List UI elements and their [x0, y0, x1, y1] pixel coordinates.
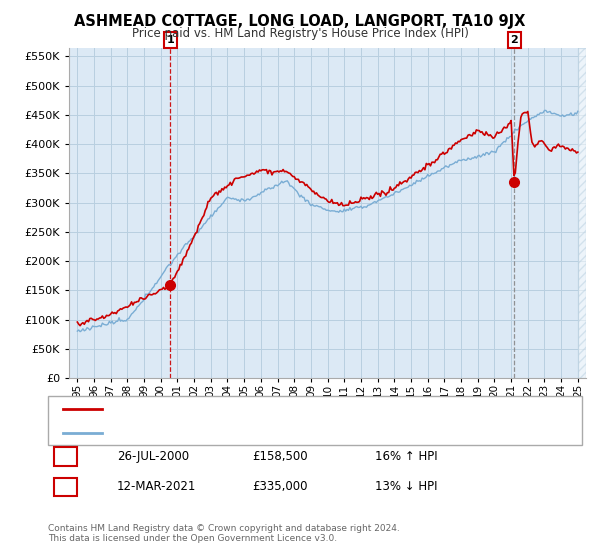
Text: 2: 2 [511, 35, 518, 45]
Text: 2: 2 [61, 480, 70, 493]
Text: HPI: Average price, detached house, Somerset: HPI: Average price, detached house, Some… [109, 428, 341, 438]
Text: £158,500: £158,500 [252, 450, 308, 463]
Text: £335,000: £335,000 [252, 480, 308, 493]
Text: Contains HM Land Registry data © Crown copyright and database right 2024.
This d: Contains HM Land Registry data © Crown c… [48, 524, 400, 543]
Text: 13% ↓ HPI: 13% ↓ HPI [375, 480, 437, 493]
Text: 12-MAR-2021: 12-MAR-2021 [117, 480, 196, 493]
Text: 1: 1 [166, 35, 174, 45]
Text: ASHMEAD COTTAGE, LONG LOAD, LANGPORT, TA10 9JX (detached house): ASHMEAD COTTAGE, LONG LOAD, LANGPORT, TA… [109, 404, 475, 414]
Text: Price paid vs. HM Land Registry's House Price Index (HPI): Price paid vs. HM Land Registry's House … [131, 27, 469, 40]
Text: 16% ↑ HPI: 16% ↑ HPI [375, 450, 437, 463]
Text: 26-JUL-2000: 26-JUL-2000 [117, 450, 189, 463]
Bar [578, 48, 586, 378]
Text: ASHMEAD COTTAGE, LONG LOAD, LANGPORT, TA10 9JX: ASHMEAD COTTAGE, LONG LOAD, LANGPORT, TA… [74, 14, 526, 29]
Text: 1: 1 [61, 450, 70, 463]
